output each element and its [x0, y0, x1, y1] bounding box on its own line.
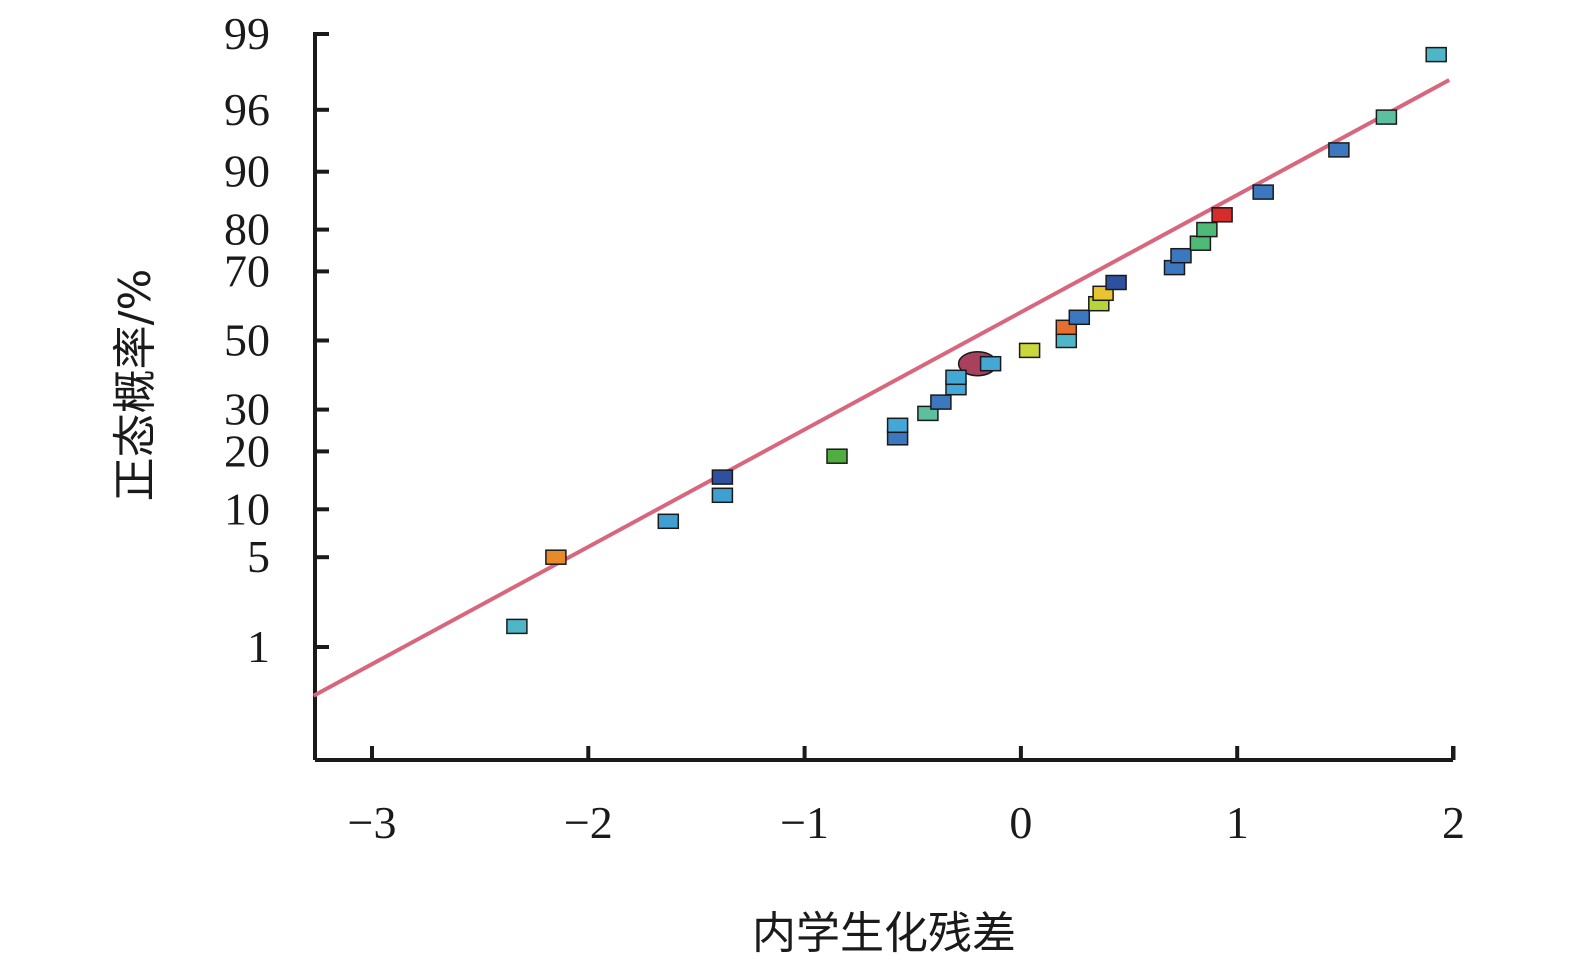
data-point [1328, 142, 1350, 158]
data-point [1375, 109, 1398, 125]
data-point [1211, 207, 1233, 223]
data-points [506, 46, 1447, 635]
y-tick-label: 30 [224, 384, 270, 435]
data-point [1055, 332, 1078, 349]
y-tick-label: 96 [224, 84, 270, 135]
data-point [545, 549, 567, 565]
x-tick-label: 1 [1226, 797, 1249, 848]
axes [313, 32, 1453, 762]
data-point [657, 513, 680, 530]
y-tick-label: 70 [224, 245, 270, 296]
data-point [979, 355, 1002, 372]
x-tick-label: 0 [1009, 797, 1032, 848]
y-tick-label: 5 [247, 531, 270, 582]
data-point [711, 487, 734, 504]
data-point [917, 405, 939, 422]
data-point [1425, 46, 1447, 63]
data-point [1018, 342, 1041, 359]
data-point [826, 448, 848, 464]
y-tick-label: 99 [224, 8, 270, 59]
fit-line-group [312, 78, 1451, 698]
y-tick-label: 20 [224, 425, 270, 476]
y-tick-label: 80 [224, 204, 270, 255]
x-tick-label: −3 [348, 797, 397, 848]
x-tick-label: 2 [1442, 797, 1465, 848]
fit-line [312, 78, 1451, 698]
data-point [1196, 221, 1218, 238]
x-ticks: −3 −2 −1 0 1 2 [348, 746, 1465, 848]
x-tick-label: −1 [780, 797, 829, 848]
data-point [1068, 309, 1091, 326]
x-axis-title: 内学生化残差 [752, 908, 1016, 959]
data-point [930, 394, 952, 410]
y-axis-title: 正态概率/% [110, 269, 161, 502]
x-tick-label: −2 [564, 797, 613, 848]
data-point [711, 469, 734, 485]
y-tick-label: 10 [224, 483, 270, 534]
data-point [945, 369, 967, 386]
y-tick-label: 1 [247, 621, 270, 672]
y-tick-label: 50 [224, 315, 270, 366]
y-tick-label: 90 [224, 146, 270, 197]
data-point [1170, 247, 1192, 264]
data-point [1189, 235, 1212, 251]
data-point [1105, 274, 1127, 291]
data-point [886, 417, 909, 434]
data-point [506, 618, 528, 635]
data-point [1252, 184, 1274, 200]
